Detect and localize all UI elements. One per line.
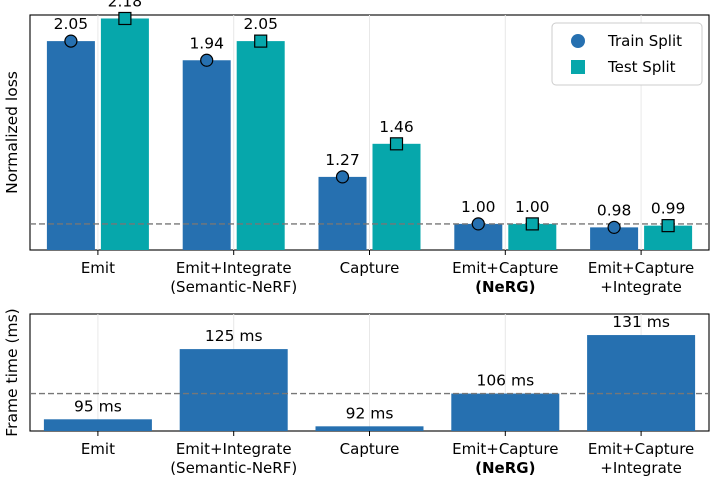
legend-train-label: Train Split: [607, 32, 682, 50]
data-label: 2.18: [108, 0, 143, 10]
x-tick-label-line2: (NeRG): [475, 278, 535, 296]
x-tick-label: Emit+Capture: [588, 440, 694, 458]
legend-train-marker: [571, 34, 585, 48]
test-bar: [236, 41, 285, 250]
x-tick-label: Emit: [81, 259, 115, 277]
data-label: 1.00: [461, 198, 496, 216]
x-tick-label: Emit+Integrate: [176, 259, 292, 277]
x-tick-label: Capture: [340, 259, 400, 277]
x-tick-label: Emit+Capture: [452, 440, 558, 458]
data-label: 92 ms: [346, 404, 394, 422]
x-tick-label: Emit+Integrate: [176, 440, 292, 458]
x-tick-label: Emit+Capture: [452, 259, 558, 277]
loss-chart: 2.05 1.94 1.27 1.00 0.98 2.18 2.05 1.46 1.00 0.99…: [3, 0, 710, 296]
y-axis-label: Normalized loss: [3, 71, 21, 194]
train-marker: [607, 220, 621, 234]
train-marker: [64, 34, 78, 48]
test-marker: [661, 219, 675, 233]
data-label: 1.94: [189, 34, 224, 52]
test-marker: [118, 11, 132, 26]
data-label: 0.98: [597, 201, 632, 219]
legend-test-marker: [571, 60, 585, 74]
data-label: 2.05: [54, 15, 89, 33]
data-label: 106 ms: [476, 372, 534, 390]
test-bar: [100, 18, 149, 251]
data-label: 2.05: [243, 15, 278, 33]
data-label: 1.46: [379, 118, 414, 136]
frame-time-bar: [315, 426, 424, 431]
legend: Train Split Test Split: [551, 22, 703, 86]
frame-time-bar: [179, 349, 288, 431]
x-tick-label: Capture: [340, 440, 400, 458]
x-tick-label: Emit+Capture: [588, 259, 694, 277]
train-bar: [46, 41, 95, 250]
train-marker: [335, 170, 350, 184]
frame-time-bar: [587, 335, 696, 431]
x-tick-label-line2: +Integrate: [600, 459, 682, 477]
data-label: 0.99: [651, 200, 686, 218]
data-label: 1.00: [515, 198, 550, 216]
train-bar: [182, 60, 231, 250]
train-bar: [318, 176, 367, 250]
x-tick-label-line2: (NeRG): [475, 459, 535, 477]
x-tick-label-line2: (Semantic-NeRF): [170, 459, 297, 477]
test-marker: [389, 137, 404, 151]
frame-time-bar: [451, 393, 560, 431]
frame-time-chart: 95 ms 125 ms 92 ms 106 ms 131 ms Frame time (…: [3, 308, 710, 477]
data-label: 125 ms: [205, 327, 263, 345]
legend-box: [551, 22, 703, 86]
frame-time-bar: [43, 419, 152, 431]
y-axis-label: Frame time (ms): [3, 308, 21, 436]
x-tick-label-line2: +Integrate: [600, 278, 682, 296]
legend-test-label: Test Split: [607, 58, 676, 76]
test-bar: [372, 143, 421, 250]
train-marker: [200, 53, 214, 67]
data-label: 131 ms: [612, 313, 670, 331]
train-bar: [590, 227, 639, 250]
data-label: 1.27: [325, 151, 360, 169]
train-marker: [471, 217, 485, 231]
test-marker: [525, 217, 539, 231]
x-tick-label: Emit: [81, 440, 115, 458]
data-label: 95 ms: [74, 397, 122, 415]
x-tick-label-line2: (Semantic-NeRF): [170, 278, 297, 296]
test-marker: [254, 34, 268, 48]
